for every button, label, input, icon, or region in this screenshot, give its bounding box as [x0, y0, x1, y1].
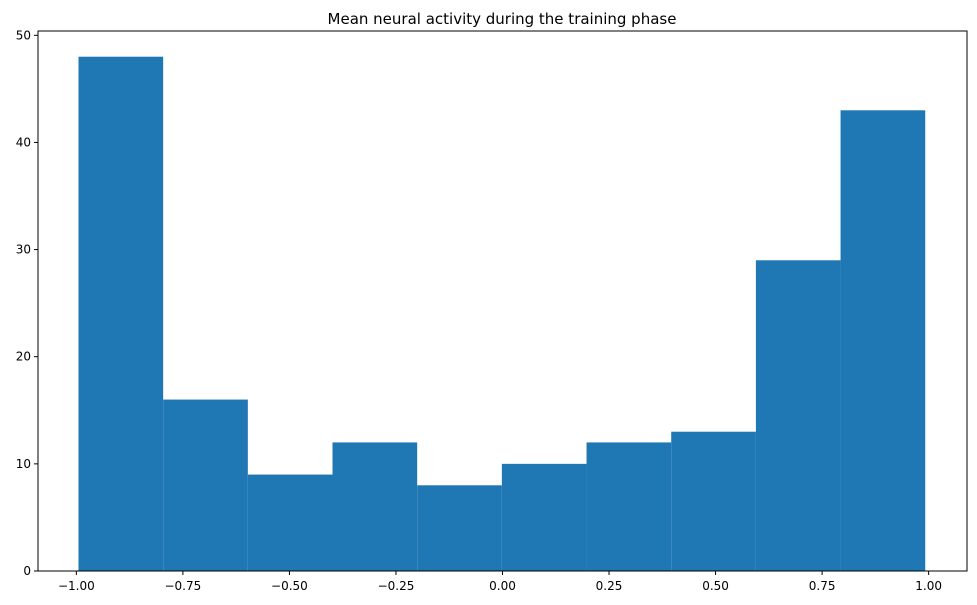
- y-tick-label: 30: [16, 243, 31, 257]
- histogram-bar: [247, 474, 333, 571]
- y-tick-label: 50: [16, 28, 31, 42]
- histogram-bar: [78, 56, 164, 571]
- histogram-bar: [671, 431, 756, 571]
- x-tick-label: 0.00: [489, 579, 516, 593]
- x-axis-ticks: −1.00 −0.75 −0.50 −0.25 0.00 0.25 0.50 0.75 1.00: [58, 571, 942, 593]
- x-tick-label: −0.75: [164, 579, 201, 593]
- histogram-bar: [417, 485, 502, 571]
- bars-group: [78, 56, 926, 572]
- x-tick-label: 1.00: [915, 579, 942, 593]
- y-axis-ticks: 0 10 20 30 40 50: [16, 28, 38, 578]
- histogram-bar: [163, 399, 248, 571]
- y-tick-label: 0: [23, 564, 31, 578]
- x-tick-label: −1.00: [58, 579, 95, 593]
- y-tick-label: 10: [16, 457, 31, 471]
- x-tick-label: 0.75: [809, 579, 836, 593]
- x-tick-label: −0.50: [271, 579, 308, 593]
- chart-title: Mean neural activity during the training…: [328, 10, 677, 28]
- x-tick-label: 0.50: [702, 579, 729, 593]
- plot-frame: [37, 30, 968, 572]
- histogram-bar: [840, 110, 926, 572]
- x-tick-label: −0.25: [378, 579, 415, 593]
- histogram-bar: [586, 442, 672, 571]
- x-tick-label: 0.25: [596, 579, 623, 593]
- histogram-bar: [332, 442, 418, 571]
- histogram-bar: [501, 463, 587, 571]
- histogram-bar: [755, 260, 841, 571]
- y-tick-label: 40: [16, 135, 31, 149]
- y-tick-label: 20: [16, 350, 31, 364]
